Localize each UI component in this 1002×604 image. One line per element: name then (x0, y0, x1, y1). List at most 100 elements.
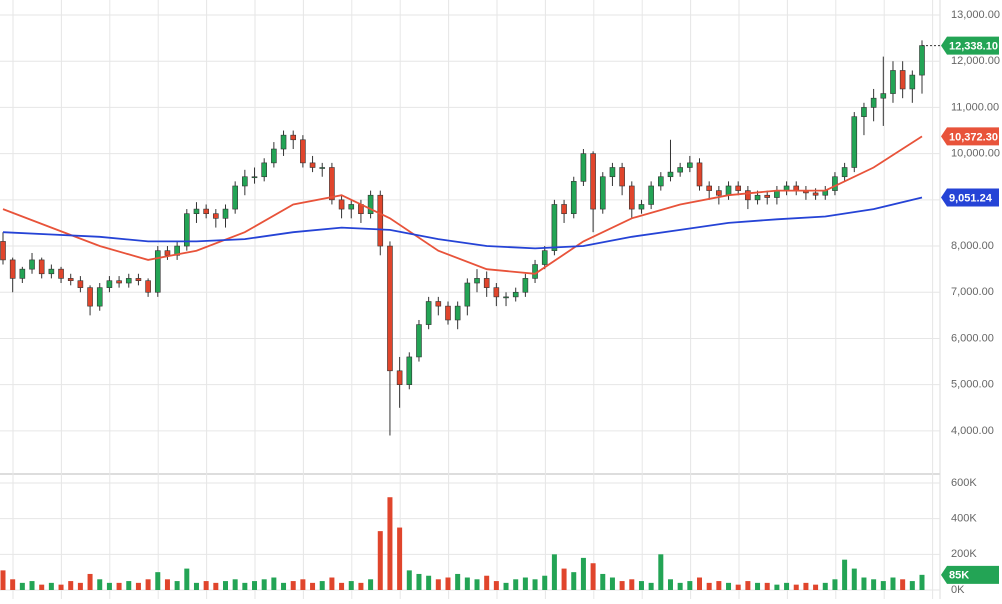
candle-body (58, 268, 64, 279)
candle-body (870, 97, 877, 108)
volume-bar (426, 575, 432, 590)
volume-bar (164, 579, 170, 590)
candle-body (861, 107, 867, 117)
volume-bar (455, 573, 461, 590)
volume-bar (803, 582, 809, 590)
volume-bar (155, 572, 161, 590)
candle-body (899, 70, 906, 90)
volume-bar (551, 554, 557, 590)
candle-body (67, 278, 74, 282)
candle-body (48, 268, 55, 275)
volume-bar (880, 581, 886, 590)
volume-bar (716, 581, 722, 590)
volume-bar (435, 579, 441, 590)
candle-body (832, 176, 838, 191)
volume-bar (300, 579, 306, 590)
volume-bar (503, 582, 509, 590)
volume-bar (706, 582, 712, 590)
candle-body (541, 250, 548, 265)
volume-bar (726, 582, 732, 590)
candle-body (841, 167, 848, 178)
volume-bar (629, 579, 635, 590)
candle-body (193, 208, 200, 215)
y-tick-label: 13,000.00 (951, 9, 1000, 21)
candle-body (580, 153, 587, 182)
volume-bar (87, 573, 93, 590)
volume-bar (252, 581, 258, 590)
volume-bar (116, 582, 122, 590)
candle-body (19, 268, 26, 279)
volume-bar (532, 579, 538, 590)
volume-bar (861, 577, 867, 590)
volume-bar (290, 581, 296, 590)
candle-body (387, 245, 393, 372)
volume-bar (19, 582, 25, 590)
candle-body (290, 134, 297, 141)
volume-bar (609, 577, 615, 590)
y-tick-label: 10,000.00 (951, 148, 1000, 160)
volume-bar (638, 581, 644, 590)
candle-body (667, 171, 674, 178)
volume-tag (941, 565, 999, 584)
volume-bar (48, 582, 54, 590)
candle-body (735, 185, 742, 191)
volume-bar (232, 579, 238, 590)
candle-body (271, 148, 277, 164)
candle-body (754, 194, 761, 201)
volume-bar (397, 527, 403, 590)
candle-body (687, 162, 693, 168)
candle-body (329, 167, 335, 201)
volume-bar (813, 584, 819, 590)
volume-bar (281, 582, 287, 590)
volume-bar (339, 582, 345, 590)
candle-body (503, 296, 509, 299)
candle-body (338, 199, 345, 210)
candle-body (812, 192, 819, 196)
volume-bar (900, 579, 906, 590)
volume-bar (580, 557, 586, 590)
candle-body (658, 176, 664, 187)
candle-body (696, 162, 703, 187)
y-tick-label: 7,000.00 (951, 286, 994, 298)
volume-bar (542, 575, 548, 590)
volume-bar (184, 568, 190, 590)
volume-bar (261, 579, 267, 590)
candle-body (0, 241, 6, 261)
y-tick-label: 12,000.00 (951, 55, 1000, 67)
volume-bar (493, 581, 499, 590)
volume-bar (0, 570, 6, 590)
volume-bar (368, 579, 374, 590)
candle-body (890, 70, 896, 94)
volume-bar (242, 582, 248, 590)
candle-body (309, 162, 316, 168)
candle-body (532, 264, 538, 279)
candle-body (638, 204, 645, 210)
volume-bar (68, 581, 74, 590)
y-tick-label: 5,000.00 (951, 379, 994, 391)
candle-body (87, 287, 93, 307)
volume-bar (822, 582, 828, 590)
candle-body (522, 278, 529, 293)
candle-body (599, 176, 606, 210)
volume-bar (871, 579, 877, 590)
moving-average-tag-label: 10,372.30 (949, 131, 998, 143)
volume-bar (648, 582, 654, 590)
volume-bar (600, 573, 606, 590)
moving-average-tag (941, 127, 999, 146)
candle-body (764, 194, 771, 198)
volume-bar (193, 582, 199, 590)
volume-bar (784, 582, 790, 590)
candle-body (184, 213, 190, 247)
volume-bar (764, 582, 770, 590)
candle-body (706, 185, 712, 191)
volume-tick-label: 200K (951, 548, 977, 560)
candle-body (261, 162, 267, 178)
volume-bar (213, 582, 219, 590)
candle-body (29, 259, 35, 270)
volume-bar (271, 577, 277, 590)
candle-body (396, 370, 403, 385)
candle-body (880, 93, 887, 99)
candle-body (77, 280, 84, 288)
